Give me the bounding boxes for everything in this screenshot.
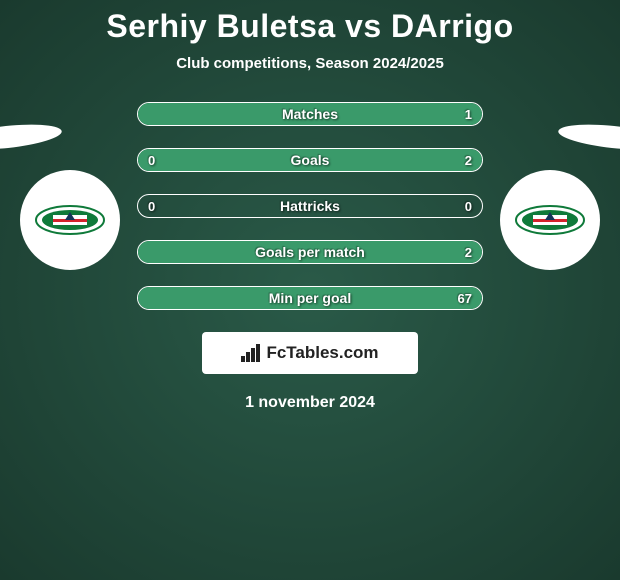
stat-label: Matches xyxy=(282,106,338,122)
stat-value-right: 2 xyxy=(465,153,472,168)
stat-row: 0 Goals 2 xyxy=(137,148,483,172)
page-title: Serhiy Buletsa vs DArrigo xyxy=(0,8,620,45)
stat-row: Goals per match 2 xyxy=(137,240,483,264)
stat-value-right: 67 xyxy=(458,291,472,306)
infographic-content: Serhiy Buletsa vs DArrigo Club competiti… xyxy=(0,0,620,412)
player2-name: DArrigo xyxy=(391,8,514,44)
stat-label: Min per goal xyxy=(269,290,351,306)
brand-badge: FcTables.com xyxy=(202,332,418,374)
subtitle: Club competitions, Season 2024/2025 xyxy=(0,55,620,72)
stat-label: Hattricks xyxy=(280,198,340,214)
stat-label: Goals xyxy=(291,152,330,168)
stat-label: Goals per match xyxy=(255,244,365,260)
stats-container: Matches 1 0 Goals 2 0 Hattricks 0 Goals per matc… xyxy=(137,102,483,310)
brand-text-prefix: Fc xyxy=(266,343,286,362)
footer-date: 1 november 2024 xyxy=(0,394,620,412)
stat-row: 0 Hattricks 0 xyxy=(137,194,483,218)
vs-label: vs xyxy=(345,8,382,44)
stat-value-right: 1 xyxy=(465,107,472,122)
brand-text-suffix: Tables.com xyxy=(286,343,378,362)
stat-value-right: 2 xyxy=(465,245,472,260)
stat-value-left: 0 xyxy=(148,153,155,168)
stat-value-right: 0 xyxy=(465,199,472,214)
stat-value-left: 0 xyxy=(148,199,155,214)
brand-bars-icon xyxy=(241,344,260,362)
stat-row: Matches 1 xyxy=(137,102,483,126)
brand-text: FcTables.com xyxy=(266,343,378,363)
stat-row: Min per goal 67 xyxy=(137,286,483,310)
player1-name: Serhiy Buletsa xyxy=(106,8,335,44)
